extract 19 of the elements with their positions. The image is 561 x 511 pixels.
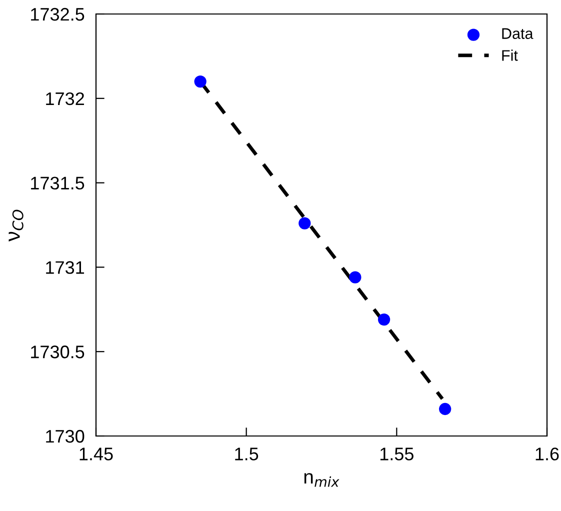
- legend-label: Fit: [502, 50, 518, 61]
- point: [349, 271, 362, 284]
- point: [378, 313, 390, 326]
- x-tick-label: 1.6: [536, 448, 559, 460]
- point: [439, 402, 452, 416]
- y-tick-label: 1732.5: [31, 8, 84, 21]
- legend-label: Data: [502, 28, 534, 39]
- y-tick-label: 1731: [46, 261, 84, 274]
- x-tick-label: 1.55: [380, 448, 414, 460]
- point: [194, 75, 206, 88]
- y-axis-title: ν$_{CO}$: [8, 210, 24, 242]
- y-tick-label: 1730.5: [31, 346, 84, 358]
- x-tick-label: 1.5: [235, 448, 258, 460]
- y-tick-label: 1730: [46, 430, 84, 443]
- x-tick-label: 1.45: [80, 448, 113, 460]
- x-axis-title: n$_{mix}$: [304, 473, 340, 487]
- y-tick-label: 1731.5: [31, 176, 84, 190]
- point: [298, 217, 311, 230]
- y-tick-label: 1732: [46, 92, 84, 106]
